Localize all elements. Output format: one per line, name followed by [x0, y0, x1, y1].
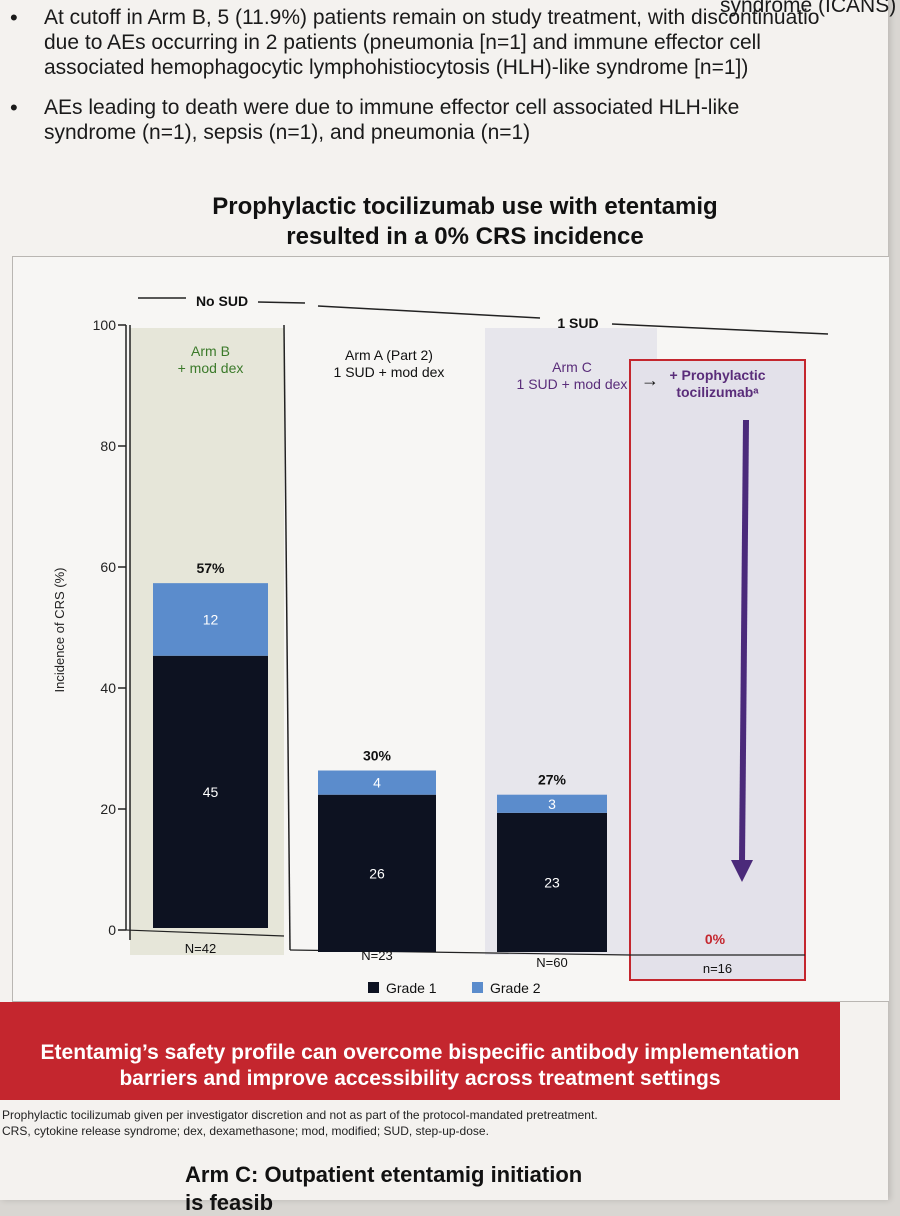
group-label-1-sud: 1 SUD: [557, 315, 598, 331]
bullet-line: due to AEs occurring in 2 patients (pneu…: [44, 31, 761, 54]
bullet-line: AEs leading to death were due to immune …: [44, 96, 740, 119]
bar-segment: [497, 794, 607, 813]
category-label: + Prophylactic: [669, 367, 765, 383]
y-tick-label: 20: [100, 801, 116, 817]
down-arrow-shaft: [739, 419, 749, 863]
y-tick-label: 100: [93, 317, 117, 333]
next-heading-partial: is feasib: [185, 1190, 274, 1215]
bar-value-label: 12: [203, 611, 219, 627]
bar-segment: [318, 794, 436, 952]
group-label-no-sud: No SUD: [196, 293, 248, 309]
bar-segment: [153, 655, 268, 928]
footnote: Prophylactic tocilizumab given per inves…: [2, 1108, 598, 1122]
bullet-line: associated hemophagocytic lymphohistiocy…: [44, 56, 749, 79]
conclusion-banner: Etentamig’s safety profile can overcome …: [0, 1002, 840, 1100]
bar-total-label: 57%: [196, 560, 225, 576]
bar-value-label: 4: [373, 775, 381, 791]
bar-segment: [153, 583, 268, 656]
legend-label: Grade 1: [386, 980, 437, 996]
chart-title: Prophylactic tocilizumab use with etenta…: [120, 192, 810, 252]
group-rule: [257, 301, 306, 304]
column-separator: [283, 324, 291, 951]
y-tick-label: 80: [100, 438, 116, 454]
bar-segment: [497, 812, 607, 952]
bullet-dot: •: [10, 95, 18, 120]
n-label: N=23: [361, 948, 392, 963]
down-arrow-head: [731, 860, 753, 882]
n-label: N=42: [185, 941, 216, 956]
crs-bar-chart: No SUD 1 SUD 0 20 40 60 80 100 Incidence of CRS …: [52, 293, 829, 996]
prophylactic-panel: [629, 359, 806, 981]
bar-value-label: 23: [544, 874, 560, 890]
y-tick-label: 40: [100, 680, 116, 696]
bar-total-label: 27%: [538, 772, 567, 788]
n-label: n=16: [703, 961, 732, 976]
arrow-glyph: →: [641, 370, 659, 390]
legend-swatch: [368, 982, 379, 993]
bar-total-label: 0%: [705, 931, 726, 947]
partial-top-text: syndrome (ICANS): [720, 0, 897, 17]
category-label: Arm C: [552, 359, 592, 375]
bullet-line: syndrome (n=1), sepsis (n=1), and pneumo…: [44, 121, 531, 144]
bar-value-label: 26: [369, 865, 385, 881]
category-label: + mod dex: [178, 360, 244, 376]
bar-value-label: 45: [203, 784, 219, 800]
chart-title-line: resulted in a 0% CRS incidence: [286, 223, 644, 250]
category-label: Arm A (Part 2): [345, 347, 433, 363]
x-axis: [125, 929, 285, 937]
banner-line: Etentamig’s safety profile can overcome …: [40, 1041, 800, 1064]
category-label: 1 SUD + mod dex: [517, 376, 628, 392]
legend-swatch: [472, 982, 483, 993]
next-section-heading: Arm C: Outpatient etentamig initiation i…: [185, 1162, 582, 1216]
category-label: tocilizumabᵃ: [676, 384, 759, 400]
banner-line: barriers and improve accessibility acros…: [119, 1067, 721, 1090]
bullet-line: At cutoff in Arm B, 5 (11.9%) patients r…: [44, 6, 820, 29]
next-heading-line: Arm C: Outpatient etentamig initiation: [185, 1162, 583, 1187]
y-tick-label: 0: [108, 922, 116, 938]
bar-value-label: 3: [548, 796, 556, 812]
chart-title-line: Prophylactic tocilizumab use with etenta…: [212, 193, 718, 220]
group-rule: [317, 305, 541, 319]
y-axis-label: Incidence of CRS (%): [52, 568, 67, 693]
bar-total-label: 30%: [363, 748, 392, 764]
y-tick-label: 60: [100, 559, 116, 575]
bullet-dot: •: [10, 5, 18, 30]
footnote: CRS, cytokine release syndrome; dex, dex…: [2, 1124, 489, 1138]
n-label: N=60: [536, 955, 567, 970]
legend-label: Grade 2: [490, 980, 541, 996]
group-rule: [611, 323, 829, 335]
bar-segment: [318, 770, 436, 795]
category-label: 1 SUD + mod dex: [334, 364, 445, 380]
category-label: Arm B: [191, 343, 230, 359]
